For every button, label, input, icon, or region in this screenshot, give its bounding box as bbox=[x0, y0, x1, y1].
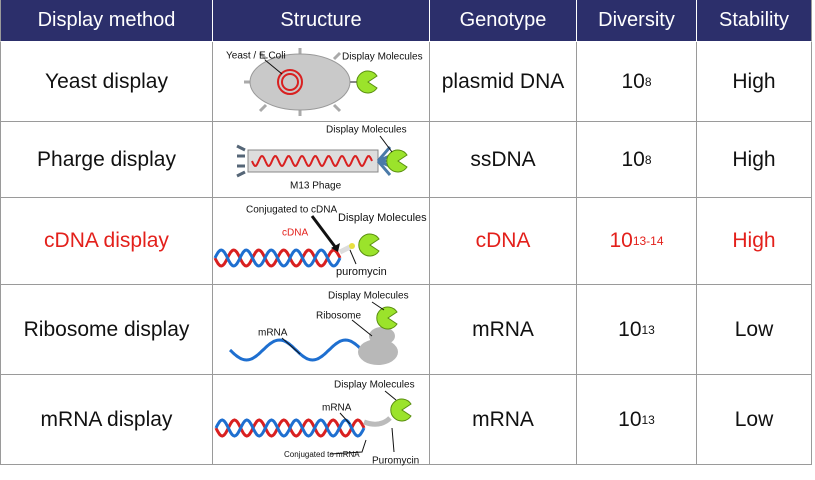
diversity-cell: 10 8 bbox=[577, 122, 697, 198]
header-cell: Stability bbox=[697, 0, 812, 42]
diagram-label: M13 Phage bbox=[290, 181, 342, 192]
diversity-exponent: 13-14 bbox=[632, 234, 664, 248]
diagram-label: Ribosome bbox=[316, 311, 361, 322]
genotype-cell: mRNA bbox=[430, 285, 577, 375]
diagram-label: Display Molecules bbox=[334, 380, 415, 391]
diagram-label: Display Molecules bbox=[342, 52, 423, 63]
diagram-label: Conjugated to cDNA bbox=[246, 205, 337, 216]
diversity-exponent: 8 bbox=[644, 74, 652, 89]
structure-cell bbox=[213, 285, 430, 375]
genotype-cell: mRNA bbox=[430, 375, 577, 465]
genotype-cell: ssDNA bbox=[430, 122, 577, 198]
diagram-label: Yeast / E.Coli bbox=[226, 51, 286, 62]
strand bbox=[213, 248, 342, 268]
method-cell: cDNA display bbox=[0, 198, 213, 285]
diversity-base: 10 bbox=[621, 147, 645, 171]
strand bbox=[251, 154, 373, 168]
stability-cell: High bbox=[697, 42, 812, 122]
diversity-cell: 10 13-14 bbox=[577, 198, 697, 285]
diagram-label: Puromycin bbox=[372, 456, 419, 467]
diversity-exponent: 8 bbox=[644, 152, 652, 167]
ribosome-diagram: Display Molecules Ribosome mRNA bbox=[228, 291, 409, 365]
diversity-base: 10 bbox=[609, 229, 633, 252]
diversity-exponent: 13 bbox=[641, 412, 655, 427]
diversity-exponent: 13 bbox=[641, 322, 655, 337]
diagram-label: mRNA bbox=[258, 328, 288, 339]
structure-cell bbox=[213, 122, 430, 198]
diagram-label: Display Molecules bbox=[328, 291, 409, 302]
diagram-label: Display Molecules bbox=[326, 125, 407, 136]
stability-cell: Low bbox=[697, 375, 812, 465]
header-cell: Diversity bbox=[577, 0, 697, 42]
diversity-cell: 10 13 bbox=[577, 375, 697, 465]
structure-cell bbox=[213, 198, 430, 285]
yeast-diagram: Yeast / E.Coli Display Molecules bbox=[226, 48, 423, 116]
header-cell: Genotype bbox=[430, 0, 577, 42]
genotype-cell: cDNA bbox=[430, 198, 577, 285]
structure-cell bbox=[213, 375, 430, 465]
structure-cell bbox=[213, 42, 430, 122]
mrna-diagram: Display Molecules mRNA Conjugated to mRN… bbox=[214, 380, 419, 467]
diagram-label: cDNA bbox=[282, 228, 308, 239]
diagram-label: Display Molecules bbox=[338, 212, 427, 224]
diversity-cell: 10 8 bbox=[577, 42, 697, 122]
method-cell: Ribosome display bbox=[0, 285, 213, 375]
cdna-diagram: Conjugated to cDNA cDNA Display Molecule… bbox=[213, 205, 427, 278]
stability-cell: High bbox=[697, 122, 812, 198]
diversity-cell: 10 13 bbox=[577, 285, 697, 375]
header-cell: Structure bbox=[213, 0, 430, 42]
phage-diagram: Display Molecules M13 Phage bbox=[236, 125, 408, 192]
diagram-label: mRNA bbox=[322, 403, 352, 414]
diversity-base: 10 bbox=[618, 317, 642, 341]
header-cell: Display method bbox=[0, 0, 213, 42]
stability-cell: High bbox=[697, 198, 812, 285]
genotype-cell: plasmid DNA bbox=[430, 42, 577, 122]
diversity-base: 10 bbox=[618, 407, 642, 431]
diversity-base: 10 bbox=[621, 69, 645, 93]
method-cell: Pharge display bbox=[0, 122, 213, 198]
method-cell: Yeast display bbox=[0, 42, 213, 122]
stability-cell: Low bbox=[697, 285, 812, 375]
method-cell: mRNA display bbox=[0, 375, 213, 465]
diagram-label: puromycin bbox=[336, 266, 387, 278]
diagram-label: Conjugated to mRNA bbox=[284, 450, 360, 459]
strand bbox=[214, 418, 366, 438]
